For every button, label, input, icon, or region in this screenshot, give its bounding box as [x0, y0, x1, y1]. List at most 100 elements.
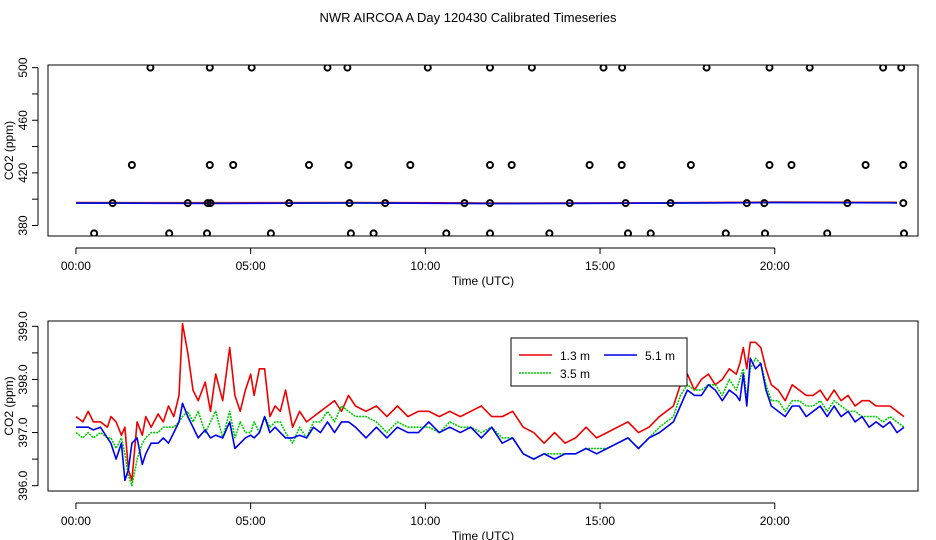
x-axis: 00:00 05:00 10:00 15:00 20:00 Time (UTC)	[61, 502, 790, 540]
data-point	[203, 229, 211, 236]
data-point	[486, 161, 494, 169]
figure-title: NWR AIRCOA A Day 120430 Calibrated Times…	[320, 10, 617, 25]
data-point	[666, 199, 675, 208]
x-tick-label: 10:00	[410, 259, 440, 273]
data-point	[545, 229, 554, 236]
data-point	[229, 161, 238, 169]
data-point	[486, 65, 494, 72]
data-point	[486, 199, 494, 208]
data-point	[765, 65, 774, 72]
plot-area	[75, 322, 905, 487]
data-point	[381, 199, 390, 208]
x-axis: 00:00 05:00 10:00 15:00 20:00 Time (UTC)	[61, 247, 790, 288]
data-point	[897, 65, 906, 72]
data-point	[761, 229, 769, 236]
data-point	[686, 161, 695, 169]
x-tick-label: 00:00	[61, 259, 91, 273]
data-point	[742, 199, 751, 208]
data-point	[323, 65, 332, 72]
data-point	[585, 161, 594, 169]
data-point	[127, 161, 136, 169]
x-tick-label: 15:00	[585, 514, 615, 528]
data-point	[861, 161, 870, 169]
y-tick-label: 420	[16, 163, 30, 183]
plot-frame	[47, 320, 919, 492]
y-tick-label: 396.0	[16, 470, 30, 500]
y-axis: 380 420 460 500 CO2 (ppm)	[2, 57, 39, 235]
y-tick-label: 399.0	[16, 311, 30, 341]
data-point	[565, 199, 574, 208]
data-point	[266, 229, 275, 236]
plot-area	[75, 65, 908, 236]
data-point	[879, 65, 888, 72]
x-tick-label: 20:00	[760, 514, 790, 528]
top-panel-scatter: 00:00 05:00 10:00 15:00 20:00 Time (UTC) 380 42…	[2, 57, 919, 288]
data-point	[442, 229, 451, 236]
data-point	[617, 161, 626, 169]
series-line-35m	[75, 357, 905, 487]
data-point	[406, 161, 415, 169]
y-tick-label: 397.0	[16, 417, 30, 447]
series-line-13m	[75, 322, 905, 482]
series-line-51m	[76, 357, 905, 482]
data-point	[899, 199, 908, 208]
x-tick-label: 10:00	[410, 514, 440, 528]
bottom-panel-lines: 00:00 05:00 10:00 15:00 20:00 Time (UTC) 396.0…	[2, 311, 919, 540]
data-point	[805, 65, 814, 72]
data-point	[343, 65, 352, 72]
legend-label: 5.1 m	[645, 349, 675, 363]
data-point	[823, 229, 832, 236]
y-axis-title: CO2 (ppm)	[2, 376, 16, 435]
x-axis-title: Time (UTC)	[452, 529, 514, 540]
data-point	[899, 161, 908, 169]
x-tick-label: 05:00	[236, 259, 266, 273]
data-point	[486, 229, 494, 236]
y-axis: 396.0 397.0 398.0 399.0 CO2 (ppm)	[2, 311, 39, 501]
y-tick-label: 398.0	[16, 364, 30, 394]
data-point	[205, 161, 214, 169]
data-point	[183, 199, 192, 208]
data-point	[108, 199, 117, 208]
data-point	[90, 229, 99, 236]
data-point	[146, 65, 155, 72]
data-point	[247, 65, 256, 72]
data-point	[205, 65, 214, 72]
data-point	[646, 229, 655, 236]
data-point	[344, 161, 353, 169]
data-point	[618, 65, 627, 72]
data-point	[369, 229, 378, 236]
y-tick-label: 500	[16, 57, 30, 77]
x-tick-label: 00:00	[61, 514, 91, 528]
legend-label: 1.3 m	[560, 349, 590, 363]
data-point	[203, 199, 212, 208]
data-point	[507, 161, 516, 169]
data-point	[900, 229, 908, 236]
y-tick-label: 460	[16, 110, 30, 130]
data-point	[621, 199, 630, 208]
data-point	[460, 199, 469, 208]
data-point	[345, 199, 354, 208]
data-point	[843, 199, 852, 208]
data-point	[346, 229, 355, 236]
data-point	[165, 229, 174, 236]
data-point	[624, 229, 632, 236]
legend-label: 3.5 m	[560, 367, 590, 381]
y-axis-title: CO2 (ppm)	[2, 121, 16, 180]
data-point	[423, 65, 432, 72]
data-point	[787, 161, 796, 169]
legend-box	[510, 337, 688, 387]
legend: 1.3 m 3.5 m 5.1 m	[510, 337, 688, 387]
series-line-51m	[75, 201, 898, 205]
data-point	[206, 199, 215, 208]
data-point	[527, 65, 536, 72]
data-point	[305, 161, 313, 169]
data-point	[599, 65, 608, 72]
x-axis-title: Time (UTC)	[452, 274, 514, 288]
x-tick-label: 15:00	[585, 259, 615, 273]
x-tick-label: 05:00	[236, 514, 266, 528]
plot-frame	[47, 64, 919, 237]
x-tick-label: 20:00	[760, 259, 790, 273]
y-tick-label: 380	[16, 215, 30, 235]
data-point	[702, 65, 711, 72]
